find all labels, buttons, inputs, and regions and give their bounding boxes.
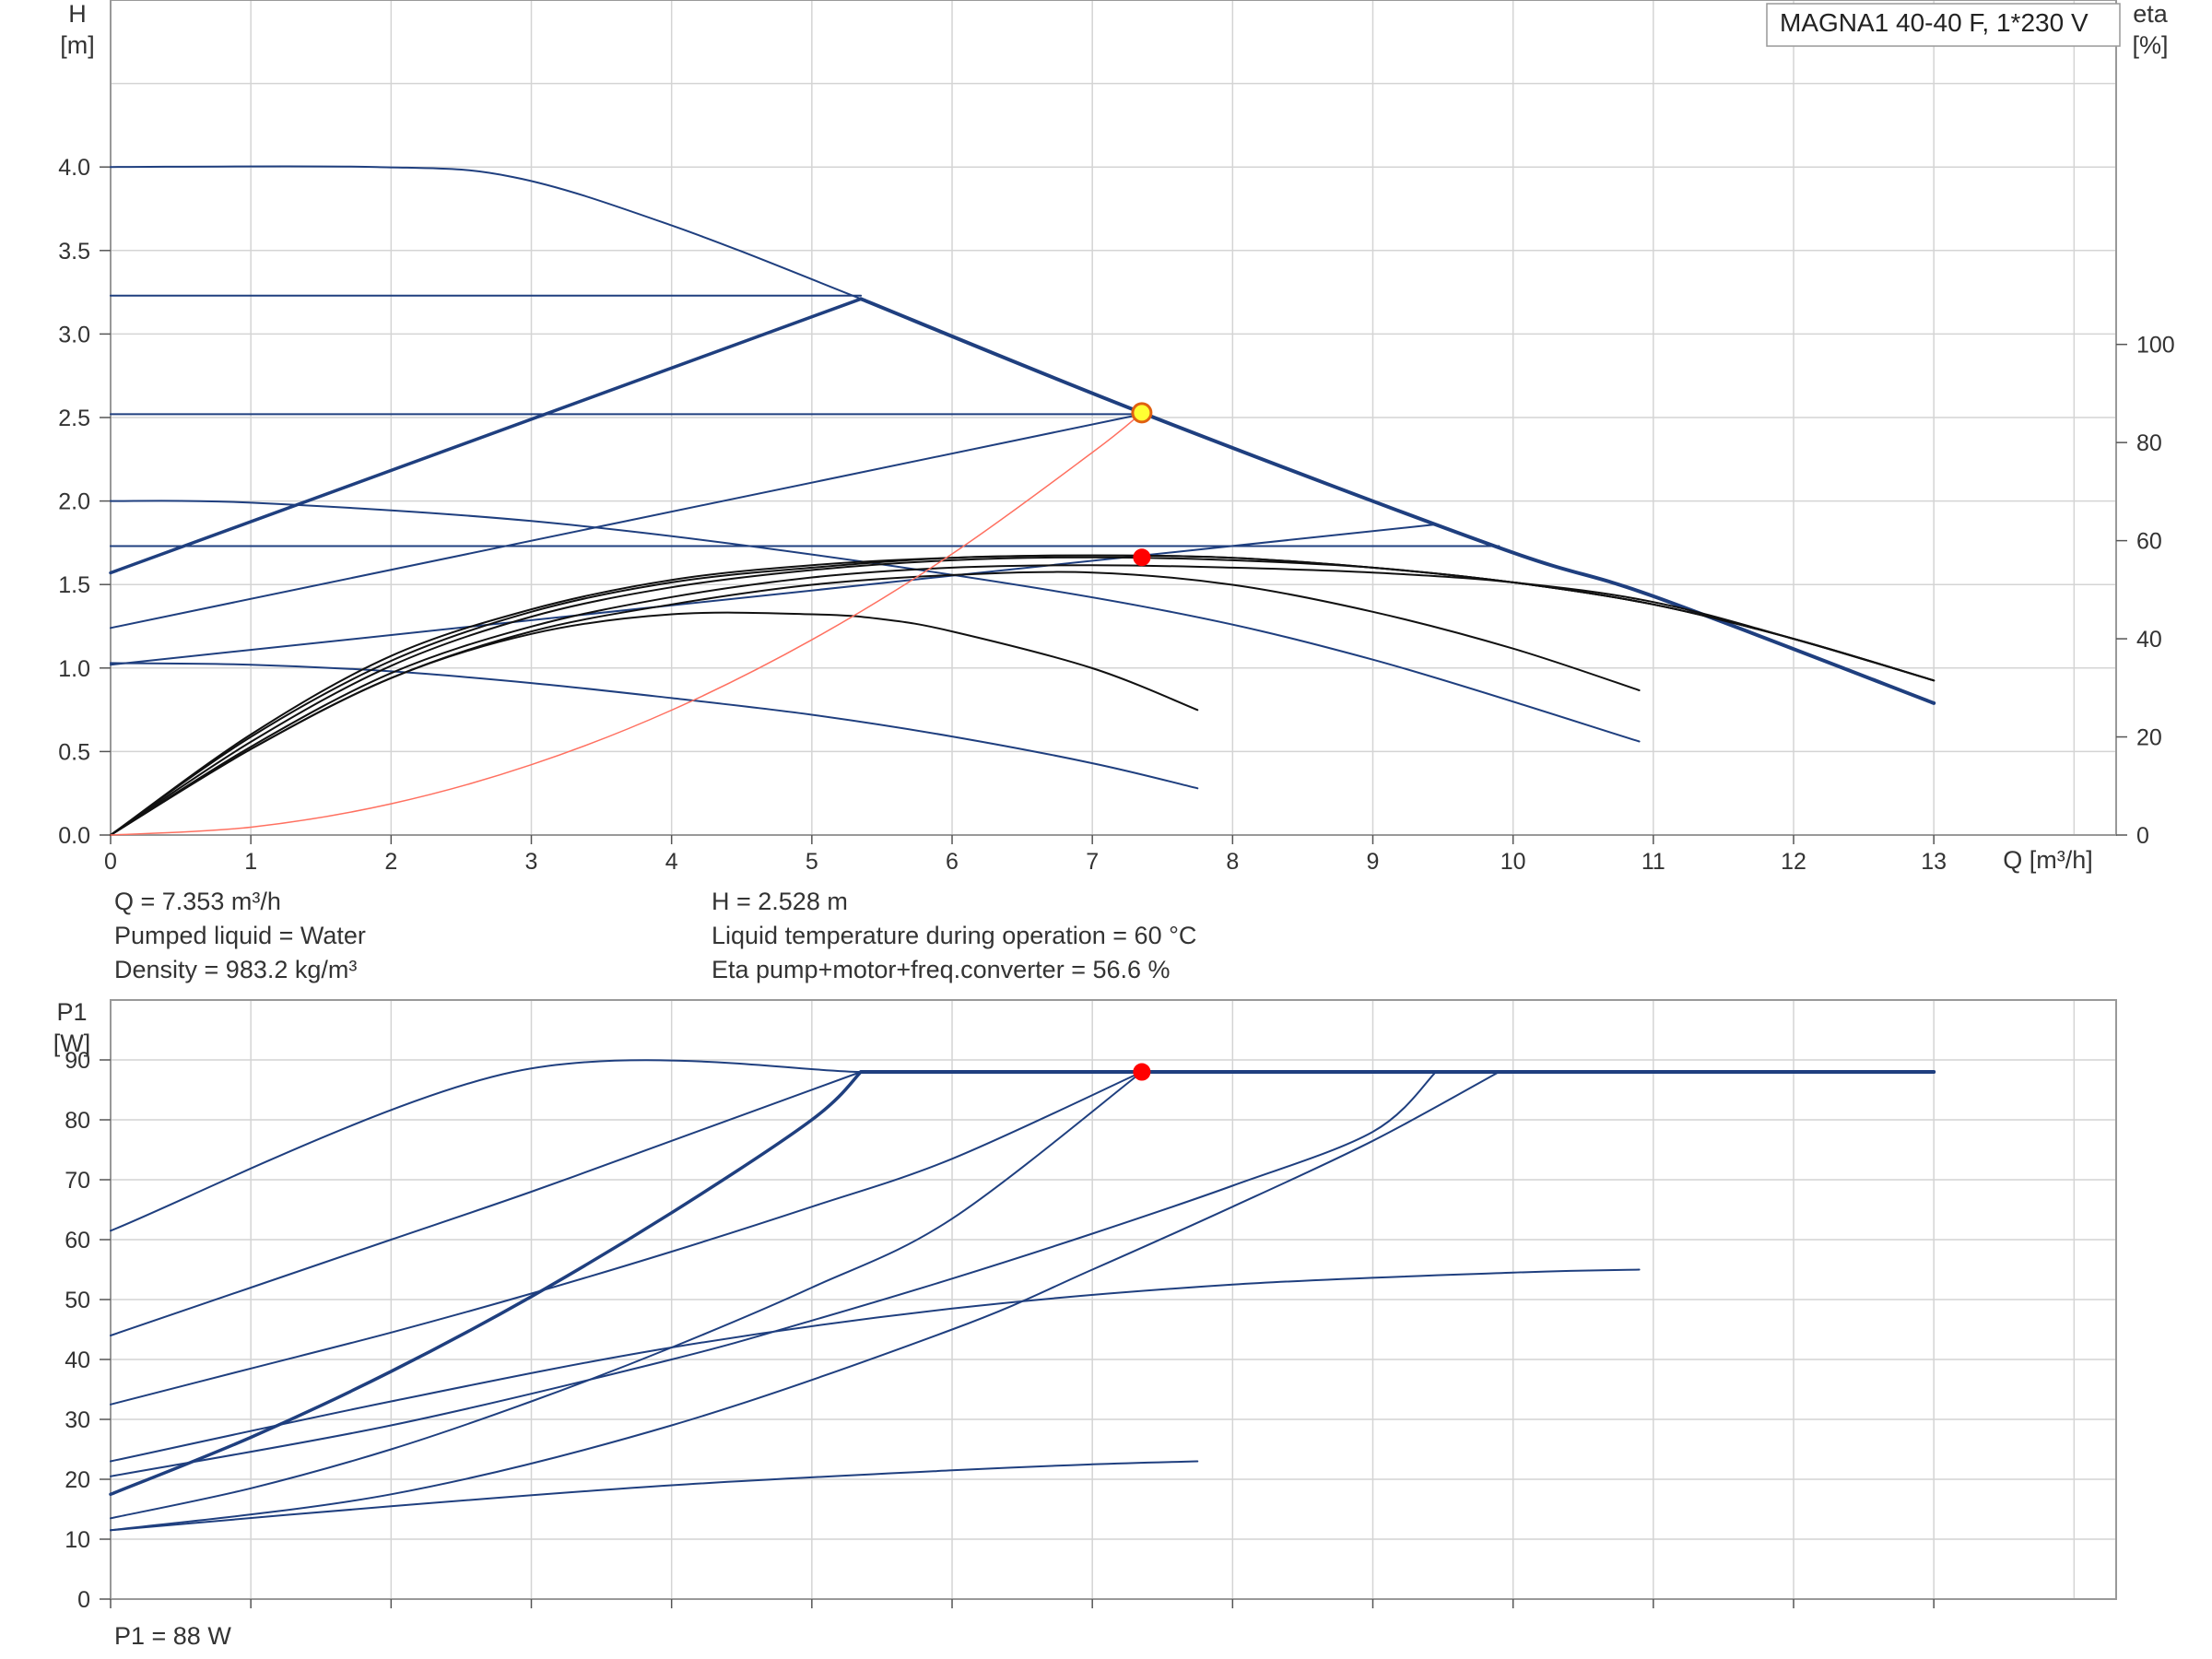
x-tick-label: 10 xyxy=(1500,849,1526,875)
y-tick-label: 30 xyxy=(65,1407,90,1433)
y-tick-label: 0.5 xyxy=(58,739,90,765)
x-axis-label: Q [m³/h] xyxy=(2003,846,2093,874)
legend-label: MAGNA1 40-40 F, 1*230 V xyxy=(1780,8,2088,37)
x-tick-label: 11 xyxy=(1641,849,1665,875)
y-tick-label: 20 xyxy=(65,1467,90,1493)
x-tick-label: 2 xyxy=(384,849,397,875)
x-tick-label: 0 xyxy=(104,849,117,875)
info-liquid: Pumped liquid = Water xyxy=(114,922,366,949)
eta-curve xyxy=(110,571,1641,836)
head-eta-plot: 0 1 2 3 4 5 6 7 8 9 10 11 12 130.00.51.01.52.02.53.03… xyxy=(58,0,2175,875)
y-tick-label: 2.5 xyxy=(58,406,90,431)
info-h: H = 2.528 m xyxy=(712,888,848,915)
power-curve xyxy=(110,1071,1437,1477)
info-q: Q = 7.353 m³/h xyxy=(114,888,281,915)
y2-tick-label: 20 xyxy=(2136,725,2162,751)
power-curve xyxy=(110,1071,863,1336)
x-tick-label: 8 xyxy=(1226,849,1239,875)
x-tick-label: 9 xyxy=(1367,849,1380,875)
y-axis-label-line1: P1 xyxy=(56,998,87,1026)
y-tick-label: 10 xyxy=(65,1527,90,1553)
y-axis-label-line1: H xyxy=(68,0,87,28)
power-curve xyxy=(109,1070,863,1497)
legend: MAGNA1 40-40 F, 1*230 V xyxy=(1766,3,2121,47)
y-tick-label: 50 xyxy=(65,1288,90,1313)
y-axis-label-line2: [W] xyxy=(53,1030,91,1057)
power-curve xyxy=(110,1268,1641,1463)
y2-tick-label: 60 xyxy=(2136,529,2162,555)
y-tick-label: 3.0 xyxy=(58,322,90,347)
info-p1: P1 = 88 W xyxy=(114,1622,231,1650)
y-tick-label: 3.5 xyxy=(58,239,90,265)
eta-duty-point xyxy=(1133,548,1151,567)
y-tick-label: 80 xyxy=(65,1108,90,1134)
y-tick-label: 2.0 xyxy=(58,489,90,515)
y-tick-label: 1.5 xyxy=(58,572,90,598)
y-tick-label: 1.0 xyxy=(58,656,90,682)
eta-curve xyxy=(110,554,1936,836)
power-plot: 0 10 20 30 40 50 60 70 80 90 P1 [W] xyxy=(53,998,2117,1613)
y2-tick-label: 40 xyxy=(2136,627,2162,653)
power-curve xyxy=(110,1071,1143,1520)
duty-point xyxy=(1131,402,1153,424)
y-tick-label: 90 xyxy=(65,1048,90,1074)
x-tick-label: 1 xyxy=(244,849,257,875)
power-duty-point xyxy=(1133,1063,1151,1081)
head-curve xyxy=(110,413,1143,629)
y-tick-label: 70 xyxy=(65,1168,90,1194)
y2-axis-label-line1: eta xyxy=(2133,0,2169,28)
head-curve xyxy=(109,297,863,575)
y-tick-label: 0.0 xyxy=(58,823,90,849)
info-density: Density = 983.2 kg/m³ xyxy=(114,956,358,983)
x-tick-label: 12 xyxy=(1781,849,1806,875)
head-curve xyxy=(110,165,1936,704)
info-eta: Eta pump+motor+freq.converter = 56.6 % xyxy=(712,956,1171,983)
y2-tick-label: 100 xyxy=(2136,333,2175,359)
legend-box xyxy=(1766,3,2121,47)
y-axis-label-line2: [m] xyxy=(60,31,95,59)
system-curve xyxy=(110,412,1143,836)
power-curve xyxy=(110,1460,1199,1532)
y-tick-label: 0 xyxy=(77,1587,90,1613)
eta-curve xyxy=(110,564,1936,836)
head-curve xyxy=(110,524,1437,666)
x-tick-label: 13 xyxy=(1921,849,1947,875)
y-tick-label: 40 xyxy=(65,1347,90,1373)
power-curve xyxy=(110,1071,1500,1532)
head-curve xyxy=(110,500,1641,743)
head-curve xyxy=(859,297,1936,705)
y2-axis-label-line2: [%] xyxy=(2132,31,2168,59)
power-curve xyxy=(110,1071,1143,1406)
y2-tick-label: 0 xyxy=(2136,823,2149,849)
y-tick-label: 60 xyxy=(65,1228,90,1253)
head-curve xyxy=(110,662,1199,790)
x-tick-label: 7 xyxy=(1086,849,1099,875)
x-tick-label: 6 xyxy=(946,849,959,875)
x-tick-label: 5 xyxy=(806,849,818,875)
y-tick-label: 4.0 xyxy=(58,155,90,181)
x-tick-label: 4 xyxy=(665,849,678,875)
power-curve xyxy=(110,1059,863,1232)
x-tick-label: 3 xyxy=(525,849,538,875)
info-temperature: Liquid temperature during operation = 60… xyxy=(712,922,1197,949)
y2-tick-label: 80 xyxy=(2136,430,2162,456)
